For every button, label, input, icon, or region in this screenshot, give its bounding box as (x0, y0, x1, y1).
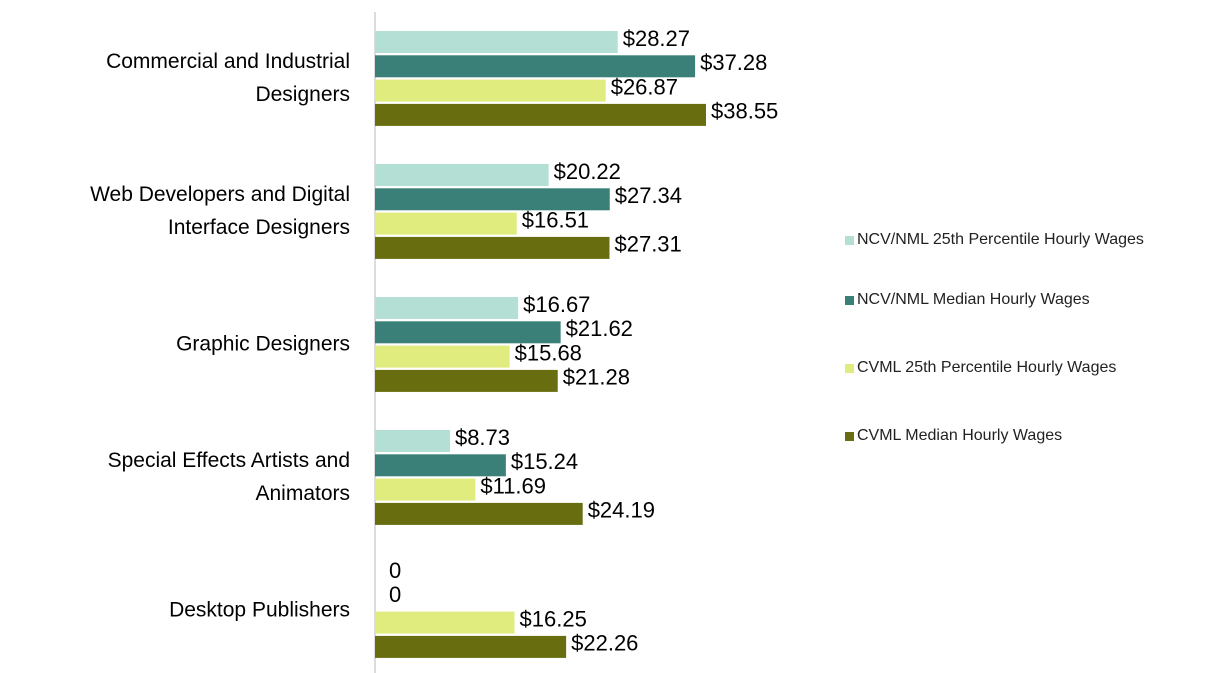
bar (375, 369, 558, 392)
value-label: $16.67 (523, 292, 590, 317)
legend-swatch (845, 364, 854, 373)
legend-item: CVML 25th Percentile Hourly Wages (845, 356, 1157, 380)
bar (375, 611, 515, 634)
legend-swatch (845, 296, 854, 305)
category-label: Special Effects Artists and Animators (107, 449, 350, 506)
value-label: $27.34 (615, 183, 682, 208)
bar (375, 188, 610, 211)
bar (375, 345, 510, 368)
bar (375, 502, 583, 525)
bar (375, 236, 610, 259)
bar (375, 79, 606, 102)
value-label: $16.25 (520, 606, 587, 631)
value-label: $8.73 (455, 425, 510, 450)
legend-item: CVML Median Hourly Wages (845, 424, 1157, 448)
category-label: Graphic Designers (176, 332, 350, 356)
value-label: $22.26 (571, 631, 638, 656)
legend-swatch (845, 236, 854, 245)
value-label: 0 (389, 582, 401, 607)
bar (375, 212, 517, 235)
bar (375, 454, 506, 477)
bar (375, 103, 706, 126)
bar (375, 297, 519, 319)
bar (375, 55, 696, 78)
legend-item: NCV/NML Median Hourly Wages (845, 288, 1157, 312)
bar (375, 164, 549, 186)
value-label: $24.19 (588, 498, 655, 523)
category-label: Web Developers and Digital Interface Des… (90, 183, 350, 240)
bar (375, 430, 450, 452)
value-label: $28.27 (623, 26, 690, 51)
legend-swatch (845, 432, 854, 441)
value-label: $15.24 (511, 449, 578, 474)
value-label: $21.28 (563, 365, 630, 390)
bar (375, 31, 618, 53)
value-label: $15.68 (515, 340, 582, 365)
value-label: $20.22 (554, 159, 621, 184)
legend-label: NCV/NML 25th Percentile Hourly Wages (857, 231, 1144, 248)
value-label: $38.55 (711, 99, 778, 124)
value-label: $11.69 (480, 473, 546, 498)
value-label: $26.87 (611, 74, 678, 99)
value-label: 0 (389, 558, 401, 583)
legend-label: CVML 25th Percentile Hourly Wages (857, 359, 1117, 376)
bar (375, 478, 476, 501)
bar (375, 635, 567, 658)
value-label: $21.62 (566, 316, 633, 341)
value-label: $27.31 (614, 232, 681, 257)
legend-label: NCV/NML Median Hourly Wages (857, 291, 1090, 308)
legend-label: CVML Median Hourly Wages (857, 427, 1063, 444)
bar (375, 321, 561, 344)
value-label: $16.51 (522, 207, 589, 232)
legend-item: NCV/NML 25th Percentile Hourly Wages (845, 228, 1157, 252)
category-label: Commercial and Industrial Designers (106, 50, 350, 107)
category-label: Desktop Publishers (169, 598, 350, 622)
value-label: $37.28 (700, 50, 767, 75)
